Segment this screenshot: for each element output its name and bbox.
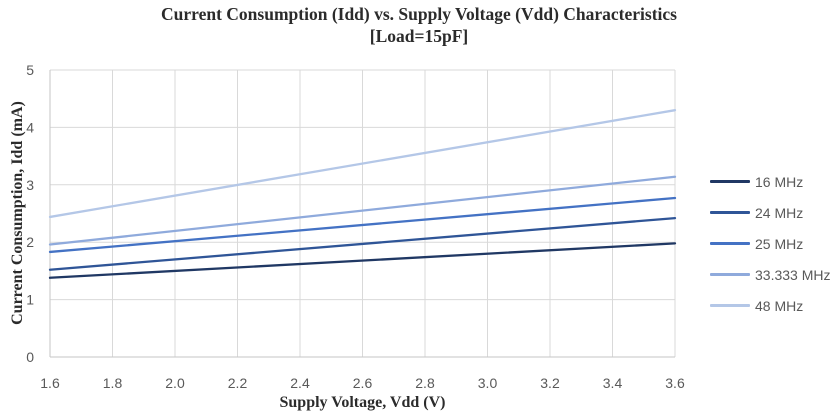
y-tick-label: 5	[26, 62, 34, 78]
x-tick-label: 2.0	[165, 375, 185, 391]
chart-title-line1: Current Consumption (Idd) vs. Supply Vol…	[161, 4, 677, 24]
legend-item: 24 MHz	[710, 197, 830, 228]
y-tick-label: 0	[26, 349, 34, 365]
x-tick-label: 3.2	[540, 375, 560, 391]
x-tick-label: 2.2	[228, 375, 248, 391]
legend-label: 25 MHz	[755, 235, 804, 252]
legend-item: 25 MHz	[710, 228, 830, 259]
series-line-16-MHz	[48, 242, 677, 279]
x-tick-label: 2.8	[415, 375, 435, 391]
x-axis-label: Supply Voltage, Vdd (V)	[279, 394, 446, 411]
legend-label: 24 MHz	[755, 204, 804, 221]
x-tick-label: 3.0	[478, 375, 498, 391]
y-tick-label: 2	[26, 234, 34, 250]
legend-item: 48 MHz	[710, 290, 830, 321]
legend-swatch-line	[710, 211, 750, 214]
x-tick-label: 3.6	[665, 375, 685, 391]
chart-title-line2: [Load=15pF]	[369, 26, 469, 46]
legend-label: 33.333 MHz	[755, 266, 831, 283]
legend-swatch-line	[710, 273, 750, 276]
y-tick-label: 4	[26, 119, 34, 135]
legend-swatch-line	[710, 180, 750, 183]
series-line-24-MHz	[48, 216, 677, 271]
y-tick-label: 1	[26, 292, 34, 308]
x-tick-label: 3.4	[603, 375, 623, 391]
chart-title: Current Consumption (Idd) vs. Supply Vol…	[0, 3, 838, 47]
x-tick-label: 1.6	[40, 375, 60, 391]
x-tick-label: 2.4	[290, 375, 310, 391]
legend: 16 MHz 24 MHz 25 MHz 33.333 MHz 48 MHz	[710, 166, 830, 321]
legend-item: 33.333 MHz	[710, 259, 830, 290]
x-tick-label: 2.6	[353, 375, 373, 391]
legend-swatch-line	[710, 304, 750, 307]
x-tick-label: 1.8	[103, 375, 123, 391]
legend-swatch-line	[710, 242, 750, 245]
series-line-33-333-MHz	[48, 175, 677, 246]
y-tick-label: 3	[26, 177, 34, 193]
legend-label: 16 MHz	[755, 173, 804, 190]
legend-label: 48 MHz	[755, 297, 804, 314]
series-line-25-MHz	[48, 196, 677, 254]
series-line-48-MHz	[48, 109, 677, 219]
legend-item: 16 MHz	[710, 166, 830, 197]
